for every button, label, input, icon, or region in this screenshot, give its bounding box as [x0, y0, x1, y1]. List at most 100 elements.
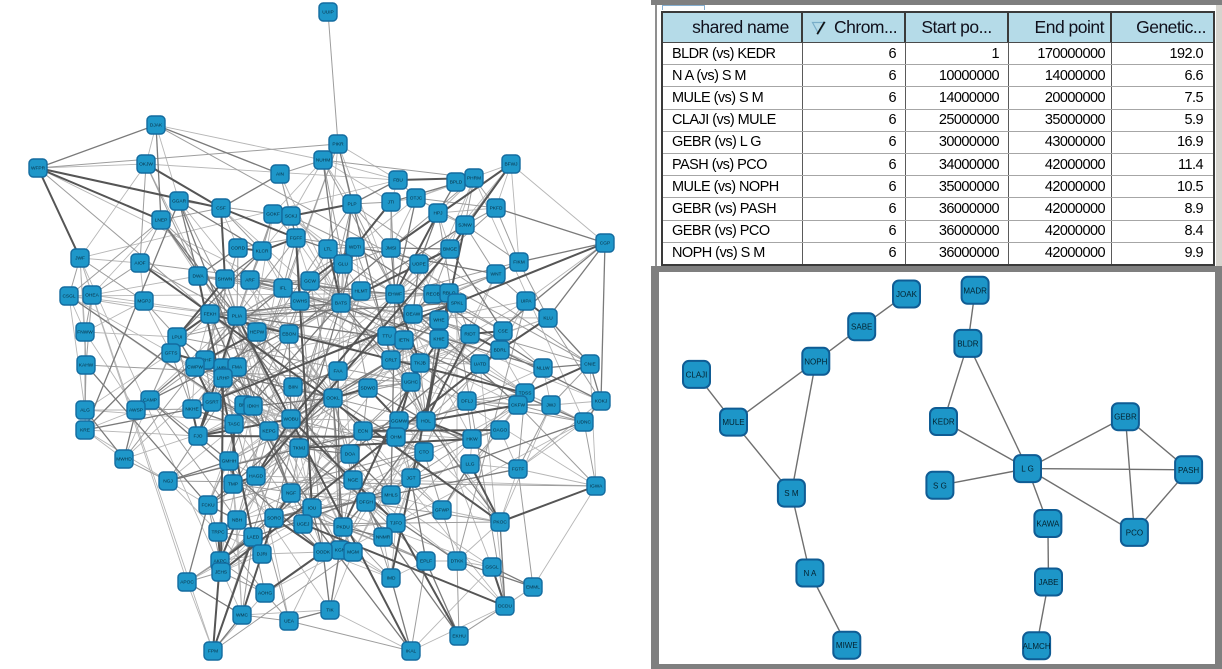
svg-text:UUIP: UUIP — [322, 10, 333, 16]
svg-text:CKFW: CKFW — [511, 403, 526, 409]
svg-text:HKW: HKW — [466, 437, 478, 443]
svg-text:CSE: CSE — [498, 329, 508, 335]
svg-text:EBON: EBON — [282, 332, 296, 338]
svg-text:LNEP: LNEP — [155, 218, 168, 224]
svg-text:NUHM: NUHM — [316, 158, 330, 164]
svg-text:FMA: FMA — [232, 365, 243, 371]
svg-text:MHLS: MHLS — [384, 493, 397, 499]
svg-text:KEDR: KEDR — [932, 418, 954, 427]
svg-text:NGJ: NGJ — [163, 479, 173, 485]
svg-text:SORO: SORO — [267, 516, 281, 522]
svg-text:MIWE: MIWE — [836, 641, 858, 650]
svg-text:SCKJ: SCKJ — [285, 214, 298, 220]
svg-text:NLLW: NLLW — [537, 366, 550, 372]
svg-text:UATD: UATD — [474, 362, 487, 368]
svg-text:APOC: APOC — [180, 580, 194, 586]
svg-text:PASH: PASH — [1178, 466, 1199, 475]
svg-text:PLP: PLP — [347, 202, 356, 208]
svg-text:ALMCH: ALMCH — [1023, 642, 1051, 651]
svg-text:CGP: CGP — [600, 241, 610, 247]
svg-text:IFL: IFL — [280, 286, 287, 292]
svg-text:RBLO: RBLO — [442, 291, 455, 297]
svg-text:WDTI: WDTI — [349, 245, 361, 251]
svg-text:TRPC: TRPC — [211, 530, 225, 536]
svg-text:CLAJI: CLAJI — [686, 370, 708, 379]
svg-text:OODK: OODK — [316, 550, 331, 556]
svg-text:UDNC: UDNC — [577, 420, 591, 426]
svg-text:WFPR: WFPR — [31, 166, 46, 172]
svg-text:MWHD: MWHD — [116, 457, 132, 463]
svg-text:CWHS: CWHS — [293, 299, 308, 305]
svg-text:BDRL: BDRL — [494, 348, 507, 354]
svg-text:OHEA: OHEA — [85, 293, 99, 299]
svg-text:JTI: JTI — [388, 200, 395, 206]
svg-text:WOBU: WOBU — [284, 417, 299, 423]
svg-text:BMGE: BMGE — [443, 247, 457, 253]
svg-text:TTU: TTU — [382, 334, 392, 340]
svg-text:JGT: JGT — [406, 476, 415, 482]
svg-text:EKHU: EKHU — [452, 634, 466, 640]
svg-text:PIKR: PIKR — [332, 142, 344, 148]
svg-text:BPLD: BPLD — [450, 180, 463, 186]
svg-text:DOA: DOA — [345, 452, 356, 458]
svg-text:NNMR: NNMR — [376, 535, 391, 541]
svg-text:EMML: EMML — [526, 585, 540, 591]
svg-text:GGMW: GGMW — [391, 419, 407, 425]
svg-text:UGHC: UGHC — [404, 380, 419, 386]
svg-text:SDWO: SDWO — [361, 386, 376, 392]
svg-text:JABE: JABE — [1038, 578, 1058, 587]
svg-text:IETN: IETN — [399, 338, 410, 344]
svg-text:PRHF: PRHF — [198, 358, 211, 364]
svg-text:AWSP: AWSP — [129, 408, 143, 414]
svg-text:CORD: CORD — [231, 246, 246, 252]
svg-text:GFWP: GFWP — [435, 508, 449, 514]
svg-text:GOKF: GOKF — [266, 212, 280, 218]
svg-text:GSRT: GSRT — [205, 400, 218, 406]
svg-text:RIDT: RIDT — [464, 332, 475, 338]
svg-text:WMC: WMC — [236, 613, 249, 619]
svg-text:CNIE: CNIE — [584, 362, 595, 368]
svg-text:JWJ: JWJ — [546, 403, 556, 409]
svg-text:FJO: FJO — [193, 434, 202, 440]
svg-text:BLDR: BLDR — [957, 339, 979, 348]
svg-text:LAED: LAED — [247, 535, 260, 541]
svg-text:OHM: OHM — [390, 435, 401, 441]
svg-text:ECN: ECN — [358, 429, 369, 435]
svg-text:DJAK: DJAK — [150, 123, 163, 129]
svg-text:FBU: FBU — [393, 178, 403, 184]
svg-text:IGWA: IGWA — [590, 484, 603, 490]
svg-text:TMP: TMP — [228, 482, 238, 488]
svg-text:AIN: AIN — [276, 172, 285, 178]
svg-text:NBH: NBH — [232, 518, 243, 524]
svg-text:KAHW: KAHW — [79, 363, 94, 369]
svg-text:KLU: KLU — [543, 316, 553, 322]
svg-text:CTO: CTO — [419, 450, 429, 456]
svg-text:GEBR: GEBR — [1114, 413, 1137, 422]
svg-text:CRLT: CRLT — [385, 358, 397, 364]
svg-text:FGFF: FGFF — [290, 236, 303, 242]
svg-text:BFWJ: BFWJ — [504, 162, 518, 168]
svg-text:FNWW: FNWW — [77, 330, 93, 336]
svg-text:CAMP: CAMP — [143, 398, 157, 404]
svg-text:PKDU: PKDU — [336, 525, 350, 531]
svg-text:UOPE: UOPE — [412, 262, 426, 268]
svg-text:GGAR: GGAR — [172, 199, 187, 205]
svg-text:OKJW: OKJW — [139, 162, 153, 168]
svg-text:UEA: UEA — [284, 619, 295, 625]
svg-text:LTL: LTL — [324, 247, 332, 253]
svg-text:JMSI: JMSI — [386, 246, 397, 252]
svg-text:GLU: GLU — [338, 262, 348, 268]
svg-text:MULE: MULE — [722, 418, 744, 427]
svg-text:ARF: ARF — [245, 278, 255, 284]
svg-text:DFLJ: DFLJ — [461, 399, 473, 405]
svg-text:LLG: LLG — [465, 462, 474, 468]
svg-text:KRE: KRE — [80, 428, 90, 434]
svg-text:PKOC: PKOC — [493, 520, 507, 526]
svg-text:OTJC: OTJC — [410, 196, 423, 202]
svg-text:WNT: WNT — [491, 272, 502, 278]
svg-text:EPLF: EPLF — [420, 559, 432, 565]
svg-text:DWA: DWA — [192, 274, 204, 280]
svg-text:KHIE: KHIE — [433, 337, 444, 343]
svg-text:UGEJ: UGEJ — [297, 522, 310, 528]
svg-text:DFGH: DFGH — [359, 500, 373, 506]
